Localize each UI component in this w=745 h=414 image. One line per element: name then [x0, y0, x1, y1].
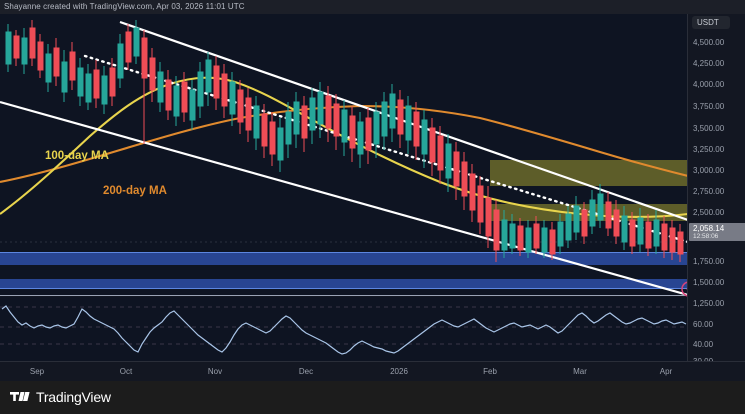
ma100-annotation-label: 100-day MA: [45, 150, 109, 162]
date-axis[interactable]: Sep Oct Nov Dec 2026 Feb Mar Apr: [0, 361, 745, 382]
rsi-tick-40: 40.00: [693, 340, 714, 349]
date-tick-oct: Oct: [119, 367, 133, 376]
footer-bar: TradingView: [0, 381, 745, 414]
date-tick-sep: Sep: [29, 367, 45, 376]
rsi-tick-60: 60.00: [693, 320, 714, 329]
candlestick-series: [5, 20, 684, 262]
price-tick-2750: 2,750.00: [693, 187, 725, 196]
price-tick-1750: 1,750.00: [693, 257, 725, 266]
current-price-value: 2,058.14: [693, 224, 725, 233]
price-tick-3500: 3,500.00: [693, 124, 725, 133]
ma200-annotation-label: 200-day MA: [103, 185, 167, 197]
tradingview-logo-icon: [10, 392, 30, 401]
support-zone-lower-line: [0, 288, 688, 289]
price-tick-3250: 3,250.00: [693, 145, 725, 154]
price-tick-3000: 3,000.00: [693, 166, 725, 175]
resistance-zone-upper: [490, 160, 688, 186]
tradingview-brand[interactable]: TradingView: [10, 389, 111, 405]
support-zone-lower: [0, 279, 688, 288]
date-tick-dec: Dec: [298, 367, 314, 376]
rsi-indicator-pane[interactable]: [0, 297, 688, 361]
support-zone-upper: [0, 253, 688, 265]
tradingview-wordmark: TradingView: [36, 389, 111, 405]
symbol-badge[interactable]: USDT: [692, 16, 730, 29]
date-tick-2026: 2026: [390, 367, 408, 376]
price-axis[interactable]: USDT 4,500.00 4,250.00 4,000.00 3,750.00…: [687, 14, 745, 366]
price-tick-4500: 4,500.00: [693, 38, 725, 47]
current-price-tag: 2,058.14 12:58:06: [689, 223, 745, 241]
price-chart-pane[interactable]: 100-day MA 200-day MA: [0, 14, 688, 295]
price-tick-1500: 1,500.00: [693, 278, 725, 287]
attribution-text: Shayanne created with TradingView.com, A…: [4, 2, 245, 11]
date-tick-feb: Feb: [483, 367, 497, 376]
price-tick-1250: 1,250.00: [693, 299, 725, 308]
attribution-bar: Shayanne created with TradingView.com, A…: [0, 0, 745, 14]
price-tick-2500: 2,500.00: [693, 208, 725, 217]
price-tick-4250: 4,250.00: [693, 59, 725, 68]
price-tick-3750: 3,750.00: [693, 102, 725, 111]
price-chart-svg: [0, 14, 688, 295]
support-zone-upper-line: [0, 252, 688, 253]
rsi-line: [1, 305, 687, 355]
rsi-chart-svg: [0, 297, 688, 361]
channel-lower-trendline: [0, 100, 688, 295]
pane-divider[interactable]: [0, 295, 688, 296]
channel-upper-trendline: [119, 20, 688, 222]
current-price-countdown: 12:58:06: [693, 233, 719, 240]
date-tick-mar: Mar: [573, 367, 587, 376]
date-tick-nov: Nov: [207, 367, 223, 376]
date-tick-apr: Apr: [659, 367, 673, 376]
price-tick-4000: 4,000.00: [693, 80, 725, 89]
